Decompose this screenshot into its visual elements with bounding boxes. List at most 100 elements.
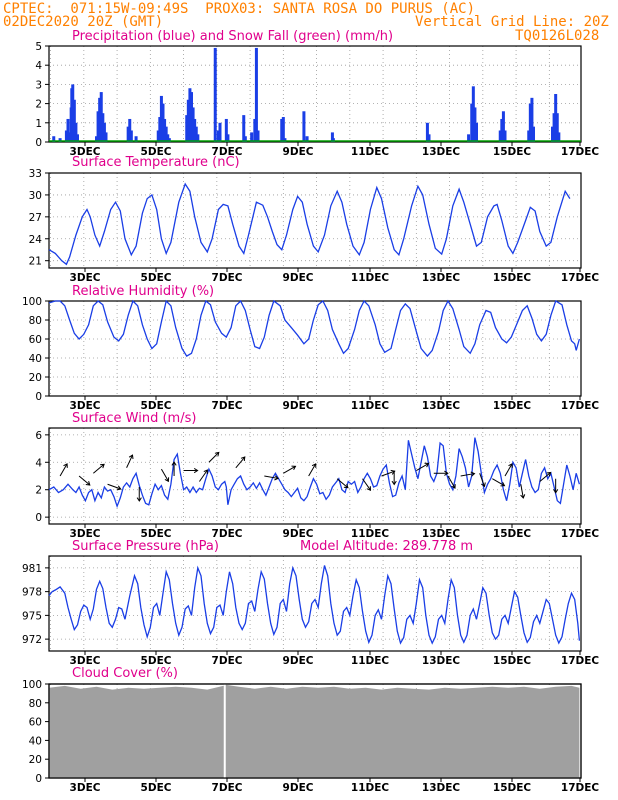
wind-arrow-head [214, 451, 220, 457]
y-tick-label: 27 [29, 212, 42, 224]
precip-bar [68, 132, 72, 142]
y-tick-label: 100 [22, 296, 42, 308]
y-tick-label: 0 [35, 512, 42, 524]
precip-bar [72, 99, 76, 142]
wind-arrow [93, 463, 105, 474]
precip-bar [305, 136, 309, 142]
precip-bar [166, 134, 170, 142]
wind-arrow-head [100, 463, 105, 469]
wind-arrow-head [240, 456, 246, 462]
precip-bar [555, 113, 559, 142]
rh-series-line [48, 299, 581, 358]
wind-arrow-head [128, 454, 134, 460]
x-tick-label: 9DEC [283, 400, 314, 412]
precip-bar [52, 136, 56, 142]
x-tick-label: 15DEC [493, 528, 532, 540]
y-tick-label: 20 [29, 754, 42, 766]
wind-arrow [479, 473, 485, 487]
wind-arrow [235, 456, 246, 469]
x-tick-label: 17DEC [561, 655, 600, 667]
wind-arrow-head [164, 477, 170, 483]
wind-arrow-head [508, 463, 513, 468]
x-tick-label: 11DEC [351, 272, 390, 284]
plot-frame [48, 45, 582, 143]
y-tick-label: 2 [35, 485, 42, 497]
wind-arrow-head [470, 471, 476, 477]
header-line1: CPTEC: 071:15W-09:49S PROX03: SANTA ROSA… [3, 1, 476, 17]
y-tick-label: 60 [29, 334, 42, 346]
precip-bar [254, 47, 258, 142]
x-tick-label: 13DEC [422, 655, 461, 667]
precip-bar [98, 97, 102, 142]
y-tick-label: 3 [35, 79, 42, 91]
x-tick-label: 7DEC [212, 146, 243, 158]
x-tick-label: 9DEC [283, 655, 314, 667]
wind-arrow [208, 452, 220, 463]
precip-bar [532, 126, 535, 142]
precip-bar [501, 111, 505, 142]
wind-arrow-head [311, 463, 317, 468]
x-tick-label: 15DEC [493, 655, 532, 667]
precip-bar [129, 130, 133, 142]
precip-bar [503, 130, 507, 142]
pres-title: Surface Pressure (hPa) [72, 539, 219, 554]
wind-arrow-head [343, 483, 349, 489]
y-tick-label: 30 [29, 190, 42, 202]
y-tick-label: 2 [35, 99, 42, 111]
plot-frame [48, 555, 582, 652]
precip-bar [330, 132, 334, 142]
y-tick-label: 978 [22, 587, 42, 599]
precip-bar [126, 126, 130, 142]
y-tick-label: 40 [29, 735, 42, 747]
precip-bar [475, 122, 478, 142]
wind-arrow [283, 465, 296, 474]
wind-arrow-head [391, 480, 397, 486]
precip-bar [216, 130, 220, 142]
precip-bar [64, 130, 68, 142]
precip-panel: 0 1 2 3 4 5 3DEC 5DEC 7DEC 9DEC 11DEC 13DEC 15DEC 17D… [35, 41, 599, 158]
precip-bar [552, 113, 556, 142]
y-tick-label: 40 [29, 353, 42, 365]
precip-bar [196, 134, 200, 142]
wind-arrow-head [366, 486, 372, 491]
precip-bar [102, 122, 106, 142]
x-tick-label: 17DEC [561, 146, 600, 158]
precip-bar [156, 130, 160, 142]
precip-bar [71, 84, 75, 142]
wind-arrow-head [63, 463, 68, 468]
y-tick-label: 80 [29, 698, 42, 710]
x-tick-label: 3DEC [70, 272, 101, 284]
x-tick-label: 13DEC [422, 528, 461, 540]
precip-bar [66, 118, 70, 142]
x-tick-label: 11DEC [351, 528, 390, 540]
rh-panel: 0 20 40 60 80 100 3DEC 5DEC 7DEC 9DEC 11DEC 13DEC 15… [22, 296, 599, 412]
x-tick-label: 11DEC [351, 655, 390, 667]
precip-bar [76, 134, 79, 142]
y-tick-label: 20 [29, 372, 42, 384]
precip-bar [167, 138, 171, 142]
precip-bar [280, 118, 284, 142]
pres-altitude: Model Altitude: 289.778 m [300, 539, 474, 554]
precip-bar [164, 126, 168, 142]
temp-panel: 21 24 27 30 33 3DEC 5DEC 7DEC 9DEC 11DEC 13DEC 15DE… [29, 168, 600, 284]
precip-bar [243, 136, 247, 142]
x-tick-label: 5DEC [141, 400, 172, 412]
precip-bar [58, 138, 62, 142]
wind-arrow [264, 475, 279, 479]
x-tick-label: 13DEC [422, 400, 461, 412]
x-tick-label: 17DEC [561, 528, 600, 540]
x-tick-label: 11DEC [351, 782, 390, 794]
y-tick-label: 4 [35, 60, 42, 72]
precip-bar [74, 122, 78, 142]
precip-bar [467, 134, 471, 142]
y-tick-label: 80 [29, 315, 42, 327]
precip-bar [194, 126, 198, 142]
x-tick-label: 17DEC [561, 400, 600, 412]
precip-bar [427, 134, 431, 142]
wind-arrow-head [451, 484, 456, 489]
wind-arrow-head [136, 497, 142, 502]
precip-bar [101, 113, 105, 142]
x-tick-label: 7DEC [212, 528, 243, 540]
wind-arrow-head [291, 465, 297, 471]
